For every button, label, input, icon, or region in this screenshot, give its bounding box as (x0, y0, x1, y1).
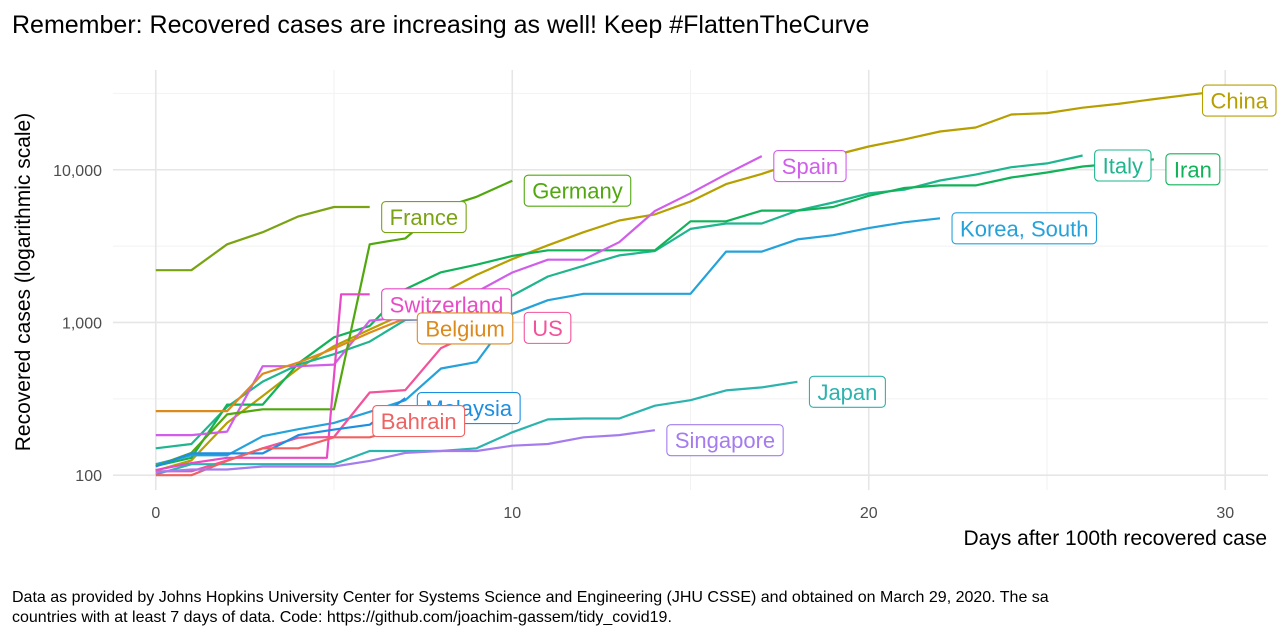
series-label-japan: Japan (808, 375, 886, 408)
series-label-korea-south: Korea, South (951, 212, 1098, 245)
series-label-france: France (381, 200, 467, 234)
series-label-text: France (390, 205, 458, 230)
grid-lines (113, 70, 1268, 490)
series-label-germany: Germany (523, 174, 632, 207)
series-label-box (372, 405, 466, 438)
series-label-text: Singapore (675, 428, 775, 453)
x-axis-title: Days after 100th recovered case (964, 527, 1268, 550)
series-label-text: Japan (817, 380, 877, 405)
series-line-iran (155, 158, 1155, 467)
series-label-us: US (523, 311, 572, 344)
series-line-switzerland (155, 293, 370, 472)
series-label-box (1094, 149, 1152, 182)
series-label-box (416, 312, 514, 345)
x-axis-ticks: 0 10 20 30 (151, 505, 1234, 522)
series-label-iran: Iran (1165, 153, 1221, 186)
series-label-box (523, 311, 572, 344)
series-line-malaysia (155, 397, 406, 468)
series-label-china: China (1201, 84, 1277, 117)
series-label-text: Korea, South (960, 216, 1088, 241)
series-line-korea-south (155, 217, 941, 466)
series-label-text: Bahrain (381, 409, 457, 434)
series-label-text: Italy (1103, 153, 1143, 178)
series-label-box (808, 375, 886, 408)
y-tick-label: 10,000 (53, 163, 102, 180)
series-label-box (381, 200, 467, 234)
series-labels: China Italy Iran Spain Korea, South Germany Fr… (372, 84, 1277, 457)
series-label-text: US (532, 316, 563, 341)
series-label-singapore: Singapore (666, 424, 784, 457)
y-tick-label: 100 (75, 468, 102, 485)
caption-line-1: Data as provided by Johns Hopkins Univer… (12, 589, 1049, 606)
series-label-belgium: Belgium (416, 312, 514, 345)
series-label-text: Iran (1174, 157, 1212, 182)
series-label-text: China (1211, 89, 1269, 114)
series-label-text: Spain (782, 154, 838, 179)
x-tick-label: 10 (503, 505, 521, 522)
series-label-text: Belgium (425, 316, 504, 341)
series-label-box (666, 424, 784, 457)
chart-title: Remember: Recovered cases are increasing… (12, 11, 869, 39)
x-tick-label: 20 (860, 505, 878, 522)
series-line-france (155, 205, 370, 272)
y-tick-label: 1,000 (62, 315, 102, 332)
series-line-belgium (155, 317, 406, 413)
series-line-italy (155, 154, 1083, 450)
series-label-spain: Spain (773, 150, 847, 183)
series-label-text: Germany (532, 179, 622, 204)
series-label-box (1165, 153, 1221, 186)
series-line-china (155, 89, 1226, 472)
series-label-box (773, 150, 847, 183)
x-tick-label: 30 (1216, 505, 1234, 522)
x-tick-label: 0 (151, 505, 160, 522)
caption-line-2: countries with at least 7 days of data. … (12, 609, 672, 626)
series-label-box (523, 174, 632, 207)
series-label-italy: Italy (1094, 149, 1152, 182)
series-label-box (1201, 84, 1277, 117)
series-label-box (951, 212, 1098, 245)
series-line-japan (155, 380, 798, 476)
plot-panel: China Italy Iran Spain Korea, South Germany Fr… (113, 70, 1277, 490)
series-line-singapore (155, 429, 656, 474)
series-label-bahrain: Bahrain (372, 405, 466, 438)
y-axis-title: Recovered cases (logarithmic scale) (12, 113, 35, 451)
y-axis-ticks: 100 1,000 10,000 (53, 163, 102, 485)
